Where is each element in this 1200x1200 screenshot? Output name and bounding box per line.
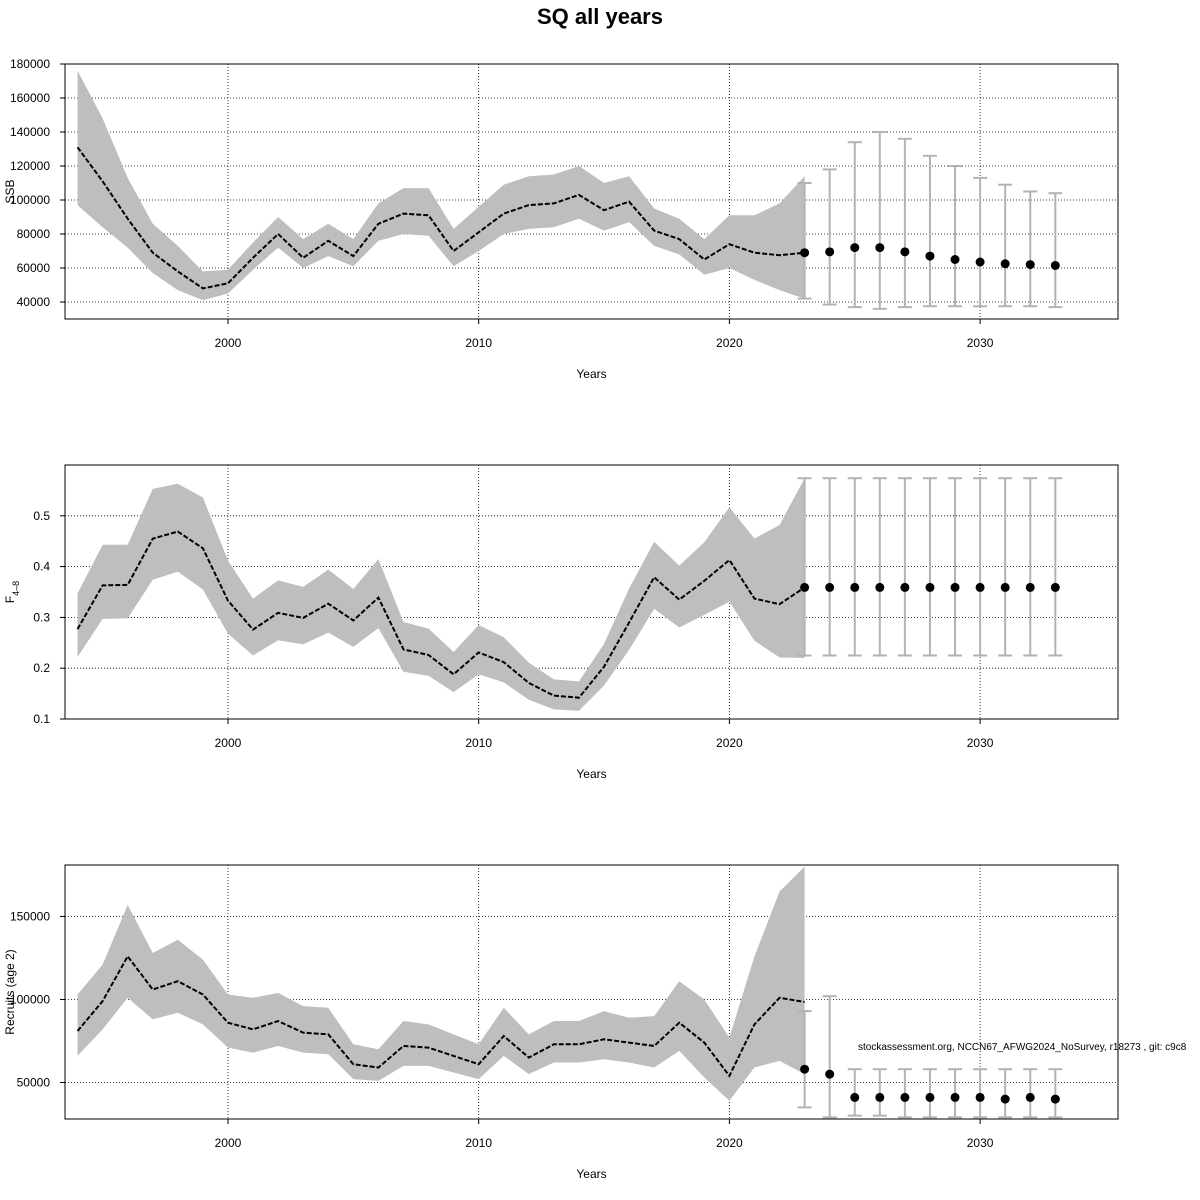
projection-point xyxy=(850,243,860,253)
plot-frame xyxy=(64,864,1119,1120)
projection-point xyxy=(1000,1094,1010,1104)
y-tick-label: 100000 xyxy=(10,193,50,207)
recruits-panel: 2000 2010 2020 2030 50000 100000 150000 Years Re… xyxy=(3,864,1119,1181)
x-tick-label: 2000 xyxy=(215,1136,242,1150)
footnote: stockassessment.org, NCCN67_AFWG2024_NoS… xyxy=(858,1042,1187,1053)
y-tick-label: 140000 xyxy=(10,125,50,139)
projection-point xyxy=(925,1092,935,1102)
projection-point xyxy=(950,255,960,264)
x-tick-label: 2030 xyxy=(967,336,994,350)
projection-point xyxy=(1050,582,1060,592)
y-tick-label: 0.4 xyxy=(33,560,50,574)
x-tick-label: 2010 xyxy=(465,1136,492,1150)
projection-point xyxy=(800,582,810,592)
figure-title: SQ all years xyxy=(537,4,663,29)
plot-frame xyxy=(64,63,1119,320)
projection-point xyxy=(1025,1092,1035,1102)
projection-point xyxy=(875,1092,885,1102)
y-axis-label: SSB xyxy=(3,179,17,203)
x-tick-label: 2000 xyxy=(215,336,242,350)
x-axis-label: Years xyxy=(576,767,606,781)
projection-point xyxy=(1025,582,1035,592)
projection-point xyxy=(800,1064,810,1074)
y-tick-label: 160000 xyxy=(10,91,50,105)
projection-point xyxy=(850,582,860,592)
y-tick-label: 0.5 xyxy=(33,509,50,523)
y-tick-label: 0.3 xyxy=(33,610,50,624)
projection-point xyxy=(825,582,835,592)
projection-point xyxy=(825,1069,835,1079)
projection-point xyxy=(850,1092,860,1102)
plot-frame xyxy=(64,464,1119,720)
x-tick-label: 2000 xyxy=(215,736,242,750)
projection-point xyxy=(875,243,885,253)
projection-point xyxy=(975,257,985,267)
y-tick-label: 0.1 xyxy=(33,712,50,726)
estimate-line xyxy=(76,954,805,1078)
confidence-band xyxy=(77,866,805,1101)
x-tick-label: 2020 xyxy=(716,1136,743,1150)
projection-point xyxy=(875,582,885,592)
ssb-panel: 2000 2010 2020 2030 40000 60000 80000 100000 120… xyxy=(3,57,1119,381)
x-tick-label: 2010 xyxy=(465,336,492,350)
y-tick-label: 40000 xyxy=(17,295,51,309)
y-tick-label: 180000 xyxy=(10,57,50,71)
x-tick-label: 2020 xyxy=(716,336,743,350)
x-axis-label: Years xyxy=(576,1167,606,1181)
projection-point xyxy=(900,247,910,257)
x-tick-label: 2030 xyxy=(967,736,994,750)
estimate-line xyxy=(76,146,805,290)
projection-point xyxy=(1025,260,1035,270)
projection-point xyxy=(825,247,835,257)
projection-point xyxy=(1000,582,1010,592)
y-axis-label-subscript: 4–8 xyxy=(11,581,21,596)
fbar-panel: 2000 2010 2020 2030 0.1 0.2 0.3 0.4 0.5 Years F4–8 xyxy=(3,464,1119,781)
projection-point xyxy=(1050,1094,1060,1104)
confidence-band xyxy=(77,70,805,301)
y-tick-label: 120000 xyxy=(10,159,50,173)
confidence-band xyxy=(77,478,805,711)
y-tick-label: 50000 xyxy=(17,1075,51,1089)
projection-point xyxy=(925,251,935,261)
y-axis-label: F4–8 xyxy=(3,581,21,603)
projection-point xyxy=(975,1092,985,1102)
projection-point xyxy=(975,582,985,592)
estimate-line xyxy=(76,530,806,699)
x-axis-label: Years xyxy=(576,367,606,381)
projection-point xyxy=(1050,260,1060,270)
y-tick-label: 0.2 xyxy=(33,661,50,675)
x-tick-label: 2010 xyxy=(465,736,492,750)
projection-point xyxy=(800,248,810,258)
y-tick-label: 100000 xyxy=(10,992,50,1006)
projection-point xyxy=(900,582,910,592)
x-tick-label: 2030 xyxy=(967,1136,994,1150)
projection-point xyxy=(1000,259,1010,269)
y-tick-label: 80000 xyxy=(17,227,51,241)
projection-point xyxy=(900,1092,910,1102)
y-tick-label: 150000 xyxy=(10,909,50,923)
x-tick-label: 2020 xyxy=(716,736,743,750)
projection-point xyxy=(925,582,935,592)
y-axis-label: Recruits (age 2) xyxy=(3,949,17,1034)
projection-point xyxy=(950,1092,960,1102)
projection-point xyxy=(950,582,960,592)
y-tick-label: 60000 xyxy=(17,261,51,275)
